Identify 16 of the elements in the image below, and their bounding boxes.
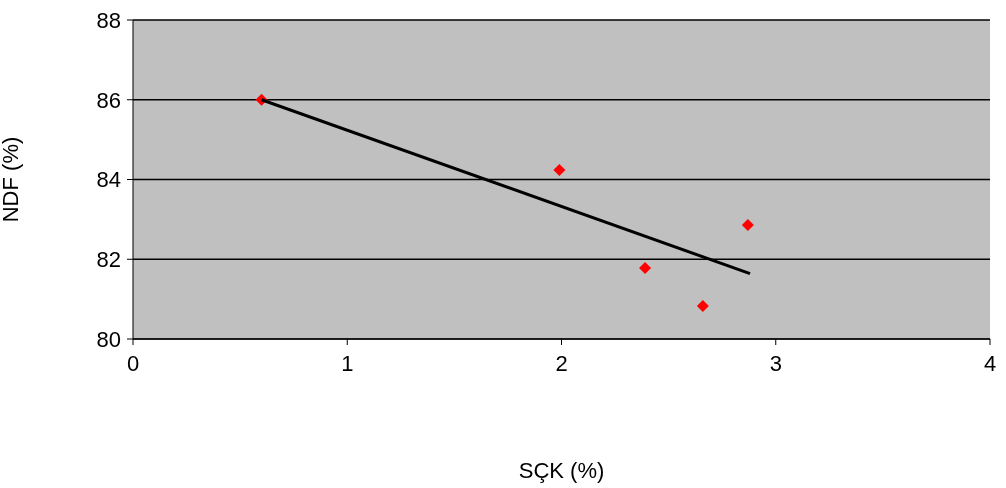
point bbox=[553, 163, 566, 176]
x-tick-label: 3 bbox=[769, 350, 782, 376]
x-tick-label: 0 bbox=[126, 350, 140, 376]
y-tick-label: 82 bbox=[96, 247, 121, 273]
y-tick-label: 80 bbox=[96, 326, 121, 352]
y-tick-label: 84 bbox=[96, 167, 121, 193]
x-tick-label: 2 bbox=[555, 350, 568, 376]
y-axis-title: NDF (%) bbox=[0, 136, 23, 223]
point bbox=[741, 218, 754, 231]
x-tick-label: 1 bbox=[341, 350, 354, 376]
point bbox=[639, 262, 652, 275]
y-tick-label: 86 bbox=[96, 87, 121, 113]
y-tick-label: 88 bbox=[96, 7, 121, 33]
point bbox=[696, 299, 709, 312]
x-axis-title: SÇK (%) bbox=[518, 458, 605, 483]
x-tick-label: 4 bbox=[983, 350, 997, 376]
